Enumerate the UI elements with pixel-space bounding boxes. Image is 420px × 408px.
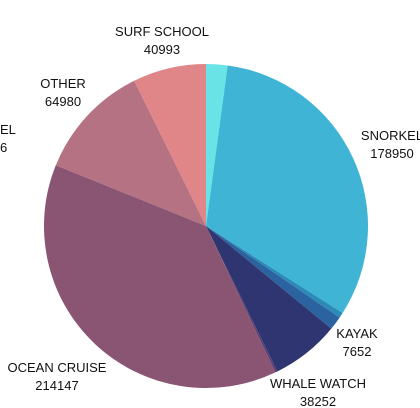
pie-slices <box>43 64 368 389</box>
cut-off-label-name: EL <box>0 122 16 137</box>
pie-slice-whale-watch <box>206 226 332 372</box>
slice-label-surf-school: SURF SCHOOL <box>115 24 209 39</box>
slice-value-kayak: 7652 <box>343 344 372 359</box>
pie-labels: SNORKEL 178950 KAYAK 7652 WHALE WATCH 38252 OC… <box>8 24 420 408</box>
slice-value-surf-school: 40993 <box>144 42 180 57</box>
pie-slice-unlabeled-0 <box>206 64 228 226</box>
slice-value-ocean-cruise: 214147 <box>35 378 78 393</box>
cut-off-label-value: 6 <box>0 140 7 155</box>
slice-label-whale-watch: WHALE WATCH <box>270 376 366 391</box>
pie-slice-unlabeled-5 <box>206 226 278 373</box>
slice-label-kayak: KAYAK <box>336 326 378 341</box>
slice-value-whale-watch: 38252 <box>300 394 336 408</box>
pie-slice-kayak <box>206 226 340 329</box>
slice-value-snorkel: 178950 <box>370 146 413 161</box>
slice-label-snorkel: SNORKEL <box>361 128 420 143</box>
pie-slice-other <box>55 80 207 227</box>
slice-value-other: 64980 <box>45 94 81 109</box>
pie-slice-ocean-cruise <box>43 165 276 389</box>
pie-slice-surf-school <box>134 64 206 226</box>
cut-off-label: EL 6 <box>0 122 16 155</box>
slice-label-ocean-cruise: OCEAN CRUISE <box>8 360 107 375</box>
slice-label-other: OTHER <box>40 76 86 91</box>
pie-slice-snorkel <box>206 65 368 314</box>
pie-slice-unlabeled-2 <box>206 226 343 318</box>
